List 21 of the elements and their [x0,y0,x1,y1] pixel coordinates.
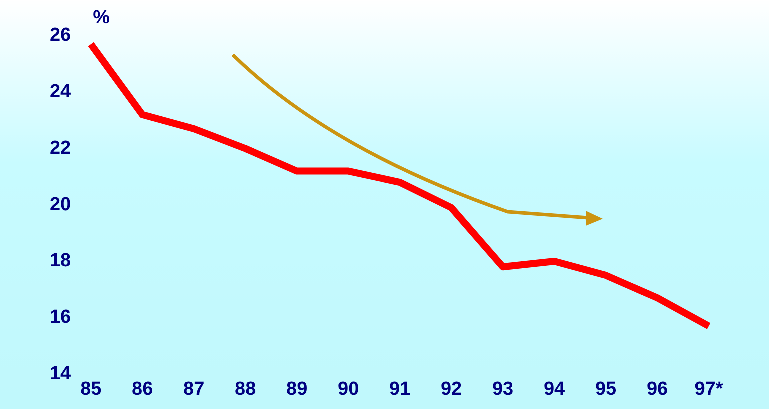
x-tick-label: 88 [235,378,256,400]
x-tick-label: 93 [492,378,514,400]
y-tick-label: 18 [50,250,72,272]
x-tick-label: 90 [338,378,360,400]
y-tick-label: 16 [50,307,72,328]
x-tick-label: 89 [286,378,308,400]
y-tick-label: 22 [50,138,72,159]
y-tick-label: 24 [50,82,72,103]
x-tick-label: 96 [646,378,668,400]
y-axis-title: % [93,8,110,29]
x-tick-label: 95 [595,378,618,400]
y-tick-label: 20 [50,194,72,216]
y-tick-label: 14 [50,363,72,384]
x-tick-label: 97* [694,378,724,400]
x-tick-label: 85 [80,378,102,400]
x-tick-label: 91 [389,378,412,400]
y-tick-label: 26 [50,25,72,46]
x-tick-label: 92 [440,378,462,400]
x-tick-label: 87 [184,378,205,400]
x-tick-label: 86 [132,378,154,400]
x-tick-label: 94 [544,378,566,400]
